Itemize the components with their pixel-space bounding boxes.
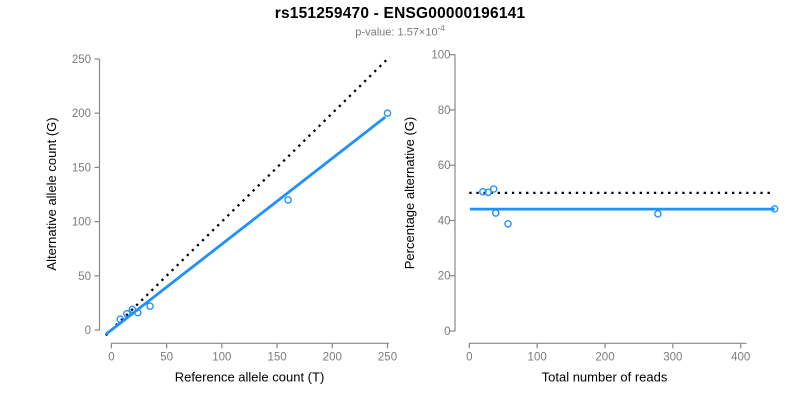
left-identity-line xyxy=(105,56,391,337)
right-data-point xyxy=(484,188,493,197)
left-x-tick-label: 100 xyxy=(212,352,231,364)
plot-title: rs151259470 - ENSG00000196141 xyxy=(274,5,526,22)
right-data-point xyxy=(479,187,487,196)
left-y-tick-label: 150 xyxy=(72,162,91,174)
right-x-tick-label: 300 xyxy=(663,352,682,364)
left-fit-line xyxy=(105,115,387,336)
pvalue-exponent: -4 xyxy=(437,24,445,33)
right-x-axis-title: Total number of reads xyxy=(542,370,668,385)
left-data-point xyxy=(146,302,154,310)
right-y-tick-label: 100 xyxy=(431,50,450,62)
left-y-tick-label: 250 xyxy=(72,54,91,66)
plot-subtitle: p-value: 1.57×10-4 xyxy=(0,24,800,39)
right-x-tick-label: 0 xyxy=(466,352,472,364)
left-y-axis-title: Alternative allele count (G) xyxy=(44,117,59,270)
left-x-tick-label: 50 xyxy=(160,352,173,364)
left-y-tick-label: 50 xyxy=(78,271,91,283)
left-data-point xyxy=(134,308,142,317)
left-data-point xyxy=(128,305,137,314)
right-data-point xyxy=(654,210,662,218)
pvalue-text: p-value: 1.57×10 xyxy=(355,26,438,39)
right-y-axis-title: Percentage alternative (G) xyxy=(402,117,417,269)
left-data-point xyxy=(383,109,392,117)
right-data-point xyxy=(489,185,498,193)
right-y-tick-label: 40 xyxy=(438,215,451,227)
right-y-tick-label: 60 xyxy=(438,160,451,172)
left-x-tick-label: 200 xyxy=(323,352,342,364)
right-x-tick-label: 100 xyxy=(528,352,547,364)
right-y-tick-label: 0 xyxy=(444,326,450,338)
left-x-tick-label: 150 xyxy=(267,352,286,364)
right-y-tick-label: 80 xyxy=(438,105,451,117)
right-y-tick-label: 20 xyxy=(438,271,451,283)
left-x-tick-label: 0 xyxy=(108,352,114,364)
left-y-tick-label: 0 xyxy=(85,325,91,337)
left-y-tick-label: 100 xyxy=(72,217,91,229)
left-x-axis-title: Reference allele count (T) xyxy=(175,370,325,385)
right-x-tick-label: 400 xyxy=(731,352,750,364)
left-data-point xyxy=(116,315,125,323)
left-y-tick-label: 200 xyxy=(72,108,91,120)
right-data-point xyxy=(770,205,779,213)
left-data-point xyxy=(284,196,292,204)
right-data-point xyxy=(491,209,500,217)
left-data-point xyxy=(123,309,131,318)
left-x-tick-label: 250 xyxy=(378,352,397,364)
right-data-point xyxy=(504,220,512,228)
right-x-tick-label: 200 xyxy=(595,352,614,364)
